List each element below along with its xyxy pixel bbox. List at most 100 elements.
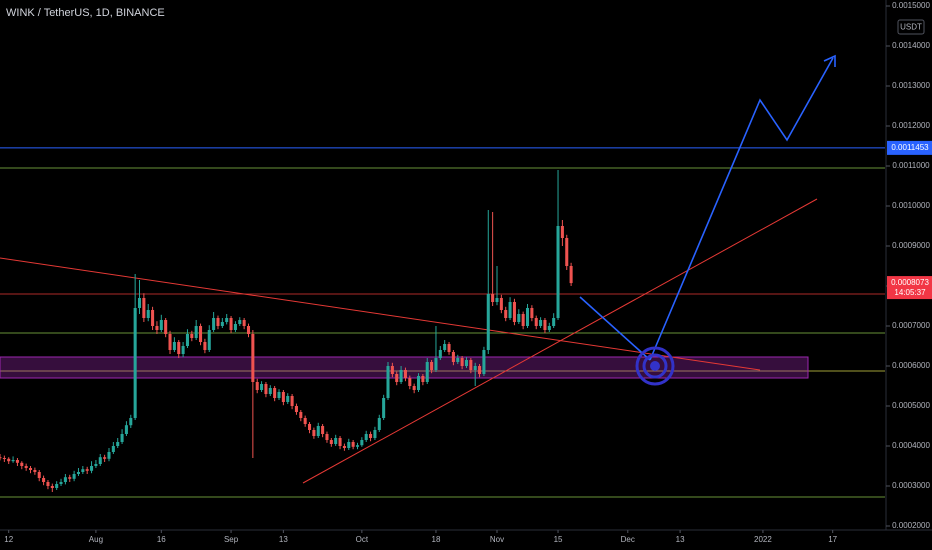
candle-body [569, 266, 573, 284]
candle-body [369, 434, 373, 438]
candle-body [416, 376, 421, 390]
candle-body [486, 294, 490, 350]
candle-body [42, 478, 46, 482]
candle-body [539, 320, 543, 326]
candle-body [181, 346, 185, 354]
chart-title: WINK / TetherUS, 1D, BINANCE [6, 7, 165, 19]
candle-body [124, 425, 128, 434]
candle-body [456, 358, 460, 362]
candle-body [412, 386, 416, 390]
x-tick-label: Sep [224, 535, 239, 544]
candle-body [216, 318, 220, 326]
candle-body [377, 418, 381, 430]
y-tick-label: 0.0014000 [892, 41, 930, 50]
candle-body [225, 318, 229, 322]
candle-body [59, 482, 63, 484]
candle-body [382, 398, 386, 418]
candle-body [473, 366, 477, 370]
candle-body [499, 298, 503, 310]
y-tick-label: 0.0011000 [892, 161, 930, 170]
candle-body [172, 342, 176, 350]
candle-body [443, 344, 447, 350]
candle-body [68, 477, 72, 479]
candles [0, 170, 573, 492]
candle-body [530, 308, 534, 318]
candle-body [164, 320, 168, 334]
candle-body [260, 384, 264, 390]
arrow-path [649, 57, 834, 361]
candle-body [517, 314, 521, 322]
candle-body [560, 226, 564, 238]
x-tick-label: 2022 [754, 535, 772, 544]
candle-body [194, 326, 198, 338]
candle-body [421, 376, 425, 382]
candle-body [98, 457, 102, 464]
candle-body [430, 362, 434, 370]
candle-body [203, 342, 207, 350]
candle-body [504, 310, 508, 318]
x-tick-label: Aug [89, 535, 103, 544]
candle-body [434, 358, 438, 370]
candle-body [151, 310, 155, 326]
x-tick-label: Oct [356, 535, 369, 544]
candle-body [33, 470, 37, 472]
candle-body [491, 294, 495, 302]
candle-body [534, 318, 538, 326]
candle-body [246, 326, 251, 334]
y-tick-label: 0.0013000 [892, 81, 930, 90]
candle-body [233, 324, 237, 330]
arrow-head [823, 54, 836, 67]
arrow-path [579, 296, 651, 361]
candle-body [308, 424, 312, 430]
candle-body [28, 468, 33, 470]
candle-body [360, 440, 364, 446]
candle-body [24, 466, 28, 468]
candle-body [129, 418, 133, 426]
y-tick-label: 0.0012000 [892, 121, 930, 130]
candle-body [482, 350, 486, 374]
candle-body [351, 442, 355, 447]
trend-line [302, 198, 818, 484]
candle-body [386, 366, 390, 398]
y-tick-label: 0.0015000 [892, 1, 930, 10]
candle-body [185, 334, 189, 346]
x-tick-label: 13 [676, 535, 685, 544]
candle-body [15, 460, 19, 463]
candle-body [277, 392, 281, 398]
candle-body [438, 350, 442, 358]
target-ring [635, 346, 675, 386]
candle-body [290, 396, 294, 406]
x-tick-label: 17 [828, 535, 837, 544]
candle-body [50, 486, 54, 488]
y-tick-label: 0.0010000 [892, 201, 930, 210]
target-ring [642, 353, 668, 379]
y-tick-label: 0.0004000 [892, 441, 930, 450]
candle-body [116, 442, 120, 446]
candle-body [63, 477, 67, 482]
candle-body [90, 466, 94, 471]
x-tick-label: 15 [554, 535, 563, 544]
candle-body [525, 308, 530, 326]
y-tick-label: 0.0003000 [892, 481, 930, 490]
candle-body [212, 318, 216, 330]
candle-body [255, 382, 259, 390]
candle-body [390, 366, 394, 374]
candle-body [338, 438, 342, 446]
candle-body [72, 474, 76, 479]
candle-body [146, 310, 150, 318]
candle-body [460, 358, 464, 366]
candle-body [55, 484, 59, 488]
candle-body [159, 320, 163, 330]
overlay [579, 54, 836, 386]
candle-body [94, 464, 98, 466]
candle-body [512, 302, 516, 322]
y-tick-label: 0.0007000 [892, 321, 930, 330]
candle-body [521, 314, 525, 326]
currency-box [897, 19, 925, 35]
candle-body [547, 326, 551, 330]
x-tick-label: 16 [157, 535, 166, 544]
x-tick-label: Nov [490, 535, 504, 544]
candle-body [251, 334, 255, 382]
x-tick-label: 18 [432, 535, 441, 544]
